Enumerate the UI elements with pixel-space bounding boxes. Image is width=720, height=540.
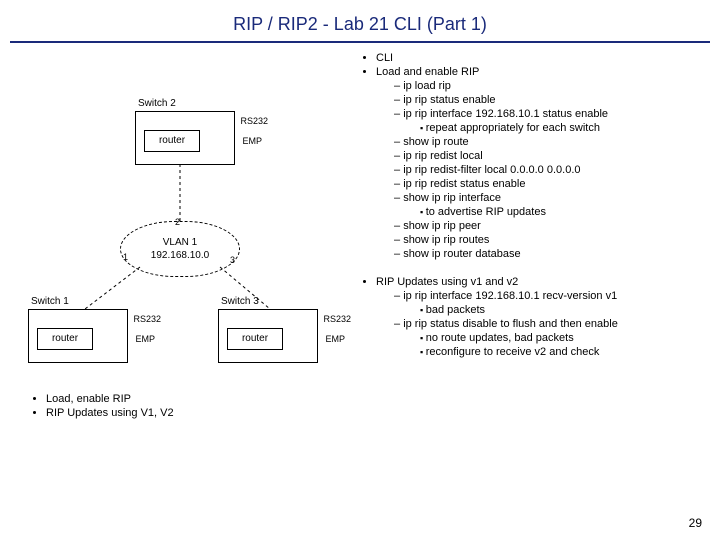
port-num-2: 2 [175, 217, 180, 227]
left-summary: Load, enable RIP RIP Updates using V1, V… [28, 390, 308, 422]
note-repeat: repeat appropriately for each switch [420, 121, 710, 135]
port-num-3: 3 [230, 255, 235, 265]
cmd-show-ip-route: show ip route [394, 135, 710, 149]
vlan-cloud: VLAN 1 192.168.10.0 [120, 221, 240, 277]
cmd-show-rip-peer: show ip rip peer [394, 219, 710, 233]
summary-load-rip: Load, enable RIP [46, 392, 308, 406]
cmd-rip-status-enable: ip rip status enable [394, 93, 710, 107]
cmd-recv-v1: ip rip interface 192.168.10.1 recv-versi… [394, 289, 710, 317]
load-heading: Load and enable RIP ip load rip ip rip s… [376, 65, 710, 261]
summary-updates-v1v2: RIP Updates using V1, V2 [46, 406, 308, 420]
switch-3-router: router [227, 328, 283, 350]
cli-heading: CLI [376, 51, 710, 65]
vlan-name: VLAN 1 [121, 236, 239, 249]
switch-1-label: Switch 1 [31, 296, 69, 307]
switch-1-emp: EMP [135, 334, 155, 344]
switch-3: Switch 3 router RS232 EMP [218, 309, 318, 363]
switch-2-emp: EMP [242, 136, 262, 146]
updates-heading: RIP Updates using v1 and v2 ip rip inter… [376, 275, 710, 359]
cmd-show-rip-routes: show ip rip routes [394, 233, 710, 247]
note-advertise: to advertise RIP updates [420, 205, 710, 219]
cli-text: CLI Load and enable RIP ip load rip ip r… [350, 49, 710, 469]
switch-2-rs232: RS232 [240, 116, 268, 126]
note-no-updates: no route updates, bad packets [420, 331, 710, 345]
cmd-redist-local: ip rip redist local [394, 149, 710, 163]
switch-2-label: Switch 2 [138, 98, 176, 109]
cmd-redist-filter: ip rip redist-filter local 0.0.0.0 0.0.0… [394, 163, 710, 177]
cmd-ip-load-rip: ip load rip [394, 79, 710, 93]
note-bad-packets: bad packets [420, 303, 710, 317]
page-number: 29 [689, 516, 702, 530]
switch-3-emp: EMP [325, 334, 345, 344]
cmd-rip-interface-enable: ip rip interface 192.168.10.1 status ena… [394, 107, 710, 135]
page-title: RIP / RIP2 - Lab 21 CLI (Part 1) [0, 0, 720, 41]
switch-2-router: router [144, 130, 200, 152]
cmd-disable-flush: ip rip status disable to flush and then … [394, 317, 710, 359]
port-num-1: 1 [123, 252, 128, 262]
cmd-show-router-db: show ip router database [394, 247, 710, 261]
title-rule [10, 41, 710, 43]
cmd-show-rip-interface: show ip rip interface to advertise RIP u… [394, 191, 710, 219]
switch-1: Switch 1 router RS232 EMP [28, 309, 128, 363]
switch-3-rs232: RS232 [323, 314, 351, 324]
switch-1-rs232: RS232 [133, 314, 161, 324]
switch-1-router: router [37, 328, 93, 350]
switch-3-label: Switch 3 [221, 296, 259, 307]
cmd-redist-status: ip rip redist status enable [394, 177, 710, 191]
note-reconfigure: reconfigure to receive v2 and check [420, 345, 710, 359]
vlan-subnet: 192.168.10.0 [121, 249, 239, 262]
switch-2: Switch 2 router RS232 EMP [135, 111, 235, 165]
